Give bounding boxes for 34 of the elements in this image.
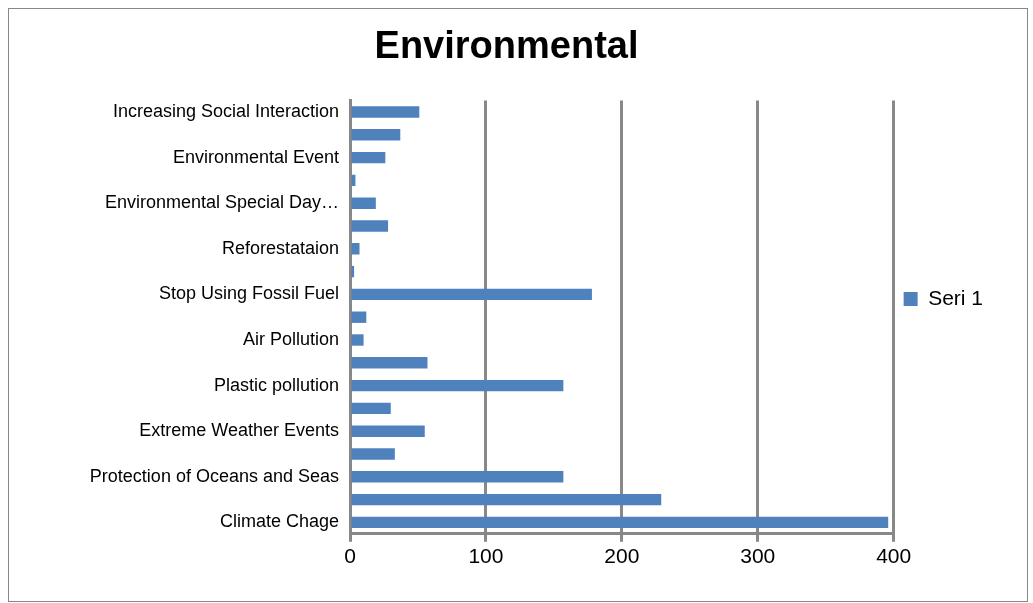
bar: [351, 151, 386, 164]
bar: [351, 243, 360, 255]
bar: [351, 220, 389, 232]
bar: [351, 288, 592, 301]
y-tick-label: Stop Using Fossil Fuel: [158, 283, 339, 304]
x-tick-label: 100: [468, 544, 504, 568]
bar: [351, 425, 425, 437]
x-tick-label: 0: [344, 544, 356, 568]
y-tick-label: Environmental Event: [172, 146, 339, 167]
y-tick-label: Extreme Weather Events: [139, 420, 339, 441]
bar: [351, 493, 662, 506]
bar: [351, 334, 364, 346]
bar: [351, 197, 376, 209]
y-tick-label: Increasing Social Interaction: [112, 100, 339, 121]
x-tick-label: 200: [604, 544, 640, 568]
bar: [351, 129, 401, 141]
bar: [351, 516, 889, 529]
y-tick-label: Climate Chage: [219, 511, 339, 532]
bar: [351, 357, 428, 369]
y-tick-label: Reforestataion: [221, 237, 339, 258]
bar: [351, 311, 367, 323]
chart-title: Environmental: [374, 24, 639, 67]
bar: [351, 402, 391, 415]
y-tick-label: Air Pollution: [242, 328, 339, 349]
y-tick-label: Protection of Oceans and Seas: [89, 465, 339, 486]
bar: [351, 379, 564, 392]
bar: [351, 448, 395, 460]
y-tick-label: Environmental Special Day…: [104, 192, 339, 213]
x-tick-label: 300: [740, 544, 776, 568]
legend-label: Seri 1: [928, 285, 983, 309]
x-tick-label: 400: [876, 544, 912, 568]
bar: [351, 471, 564, 483]
bar: [351, 106, 420, 118]
y-tick-label: Plastic pollution: [213, 374, 339, 395]
